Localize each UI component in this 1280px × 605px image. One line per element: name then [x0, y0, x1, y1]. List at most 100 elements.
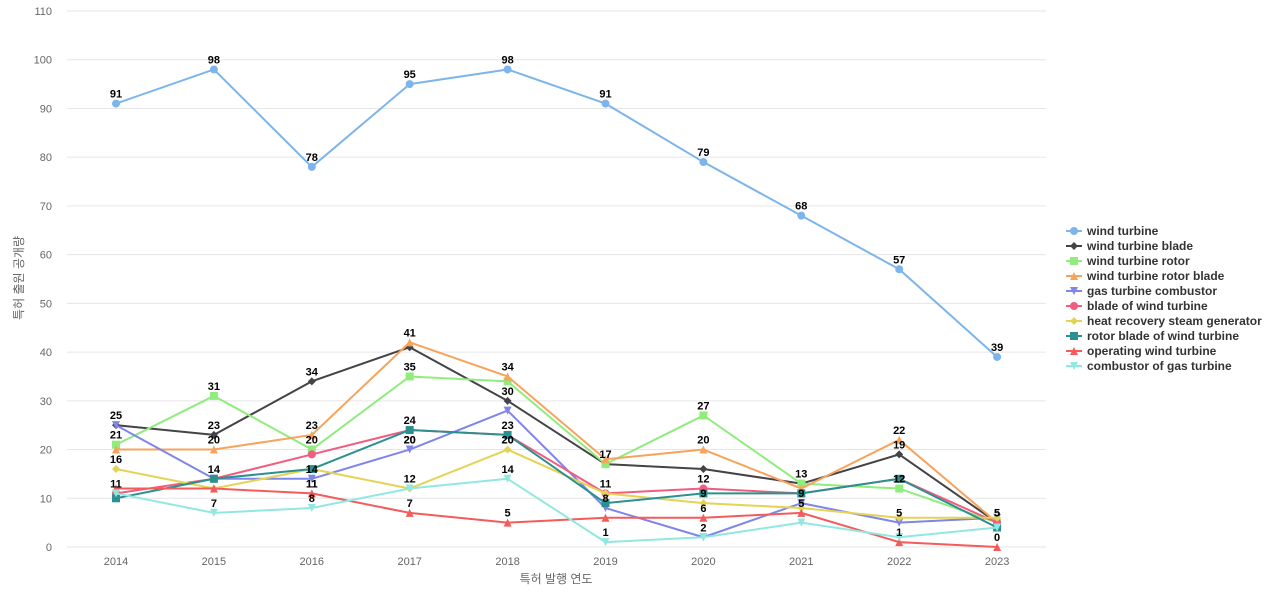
data-point[interactable]: [405, 445, 414, 454]
data-label: 12: [893, 474, 905, 486]
data-point[interactable]: [307, 465, 316, 474]
data-point[interactable]: [993, 543, 1002, 551]
data-point[interactable]: [503, 430, 512, 439]
data-point[interactable]: [503, 445, 512, 454]
data-point[interactable]: [601, 499, 610, 508]
data-point[interactable]: [405, 372, 414, 381]
legend-item[interactable]: heat recovery steam generator: [1066, 314, 1262, 328]
data-point[interactable]: [209, 484, 218, 493]
data-point[interactable]: [797, 499, 806, 508]
data-point[interactable]: [307, 377, 316, 386]
legend-item[interactable]: wind turbine blade: [1066, 239, 1193, 253]
data-point[interactable]: [699, 411, 708, 420]
legend-marker[interactable]: [1070, 287, 1078, 295]
data-point[interactable]: [601, 513, 610, 522]
data-point[interactable]: [601, 455, 610, 464]
data-point[interactable]: [993, 352, 1002, 361]
legend-marker[interactable]: [1070, 257, 1078, 265]
legend-item[interactable]: combustor of gas turbine: [1066, 359, 1232, 373]
data-point[interactable]: [797, 508, 806, 517]
data-point[interactable]: [307, 450, 316, 459]
data-point[interactable]: [699, 158, 708, 167]
legend-marker[interactable]: [1070, 227, 1078, 235]
data-point[interactable]: [699, 465, 708, 474]
data-point[interactable]: [112, 445, 120, 454]
data-point[interactable]: [895, 435, 904, 444]
data-point[interactable]: [405, 484, 414, 493]
data-point[interactable]: [895, 518, 904, 527]
data-point[interactable]: [699, 489, 708, 498]
legend-item[interactable]: operating wind turbine: [1066, 344, 1217, 358]
data-point[interactable]: [112, 99, 120, 108]
data-point[interactable]: [307, 504, 316, 513]
data-point[interactable]: [503, 377, 512, 386]
data-point[interactable]: [307, 162, 316, 171]
data-point[interactable]: [895, 450, 904, 459]
legend-marker[interactable]: [1070, 332, 1078, 340]
data-point[interactable]: [503, 474, 512, 483]
data-point[interactable]: [797, 479, 806, 488]
data-point[interactable]: [503, 372, 512, 381]
legend-item[interactable]: wind turbine rotor blade: [1066, 269, 1225, 283]
data-point[interactable]: [209, 508, 218, 517]
legend-marker[interactable]: [1070, 242, 1078, 250]
data-point[interactable]: [895, 538, 904, 547]
legend-marker[interactable]: [1070, 317, 1078, 325]
y-tick-label: 10: [40, 493, 52, 505]
data-point[interactable]: [699, 499, 708, 508]
data-point[interactable]: [503, 65, 512, 74]
data-point[interactable]: [895, 474, 904, 483]
legend-item[interactable]: wind turbine: [1066, 224, 1159, 238]
data-point[interactable]: [503, 406, 512, 415]
data-point[interactable]: [601, 538, 610, 547]
legend-marker[interactable]: [1070, 302, 1078, 310]
data-label: 20: [697, 435, 709, 447]
data-point[interactable]: [112, 494, 120, 503]
legend-marker[interactable]: [1070, 347, 1078, 355]
data-point[interactable]: [503, 518, 512, 527]
data-point[interactable]: [405, 338, 414, 347]
data-point[interactable]: [307, 489, 316, 498]
data-point[interactable]: [699, 533, 708, 542]
data-point[interactable]: [209, 430, 218, 439]
data-point[interactable]: [503, 396, 512, 405]
data-point[interactable]: [699, 445, 708, 454]
data-point[interactable]: [993, 513, 1002, 522]
data-point[interactable]: [601, 99, 610, 108]
data-point[interactable]: [797, 518, 806, 527]
data-point[interactable]: [112, 440, 120, 449]
data-point[interactable]: [895, 265, 904, 274]
data-point[interactable]: [405, 508, 414, 517]
data-point[interactable]: [209, 391, 218, 400]
y-tick-label: 60: [40, 250, 52, 262]
legend-item[interactable]: gas turbine combustor: [1066, 284, 1217, 298]
data-point[interactable]: [601, 460, 610, 469]
data-point[interactable]: [895, 513, 904, 522]
data-point[interactable]: [405, 80, 414, 89]
data-point[interactable]: [601, 489, 610, 498]
data-point[interactable]: [112, 489, 120, 498]
series-group: [112, 338, 1002, 527]
data-point[interactable]: [209, 65, 218, 74]
data-point[interactable]: [209, 474, 218, 483]
data-point[interactable]: [797, 489, 806, 498]
legend-item[interactable]: wind turbine rotor: [1066, 254, 1190, 268]
data-point[interactable]: [895, 533, 904, 542]
data-point[interactable]: [993, 523, 1002, 532]
data-point[interactable]: [307, 474, 316, 483]
legend-item[interactable]: rotor blade of wind turbine: [1066, 329, 1239, 343]
data-point[interactable]: [797, 504, 806, 513]
data-point[interactable]: [895, 484, 904, 493]
data-point[interactable]: [797, 211, 806, 220]
data-point[interactable]: [405, 426, 414, 435]
data-point[interactable]: [112, 421, 120, 430]
legend-marker[interactable]: [1070, 362, 1078, 370]
data-point[interactable]: [307, 445, 316, 454]
legend-item[interactable]: blade of wind turbine: [1066, 299, 1208, 313]
data-point[interactable]: [699, 513, 708, 522]
data-point[interactable]: [209, 445, 218, 454]
data-point[interactable]: [307, 430, 316, 439]
legend-marker[interactable]: [1070, 272, 1078, 280]
data-point[interactable]: [112, 465, 120, 474]
